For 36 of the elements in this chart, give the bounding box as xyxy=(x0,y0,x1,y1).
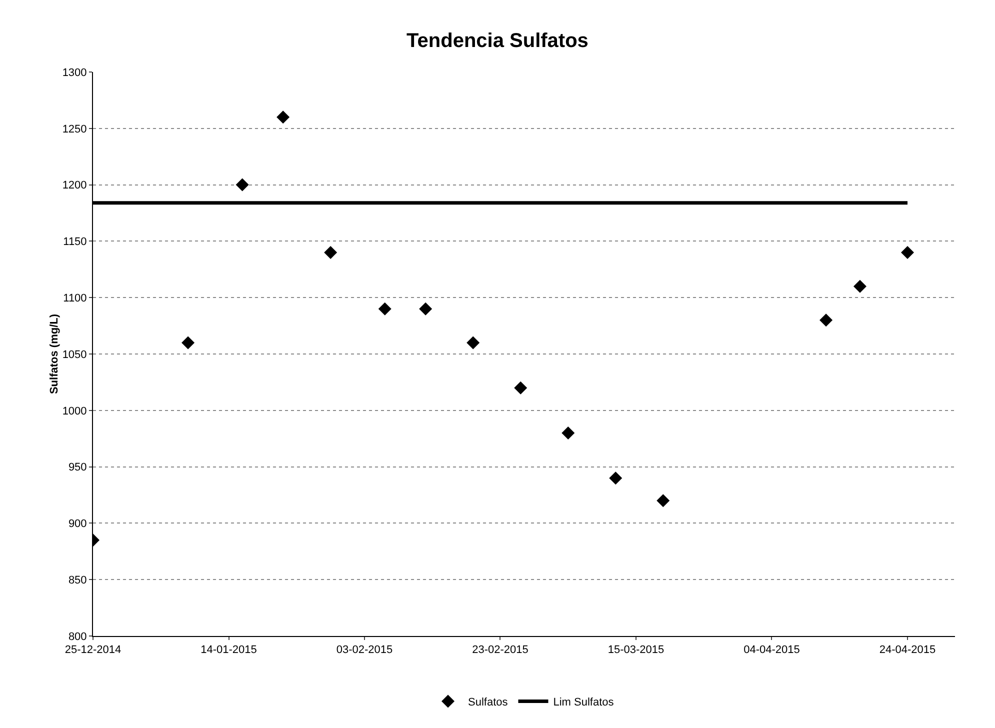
x-tick-label: 14-01-2015 xyxy=(200,644,257,656)
x-tick-label: 15-03-2015 xyxy=(608,644,664,656)
point xyxy=(378,302,392,316)
point xyxy=(182,336,195,350)
point xyxy=(609,472,622,485)
legend-label: Lim Sulfatos xyxy=(553,696,614,709)
x-tick-label: 23-02-2015 xyxy=(472,644,528,656)
point xyxy=(324,246,338,259)
point xyxy=(419,302,432,316)
y-tick-label: 1250 xyxy=(62,123,87,136)
y-tick-label: 850 xyxy=(68,574,87,586)
y-tick-label: 1050 xyxy=(62,348,87,361)
x-tick-label: 24-04-2015 xyxy=(879,644,936,656)
y-tick-label: 1150 xyxy=(63,236,87,248)
point xyxy=(236,178,249,192)
x-tick-label: 03-02-2015 xyxy=(336,644,393,656)
y-tick-label: 1200 xyxy=(62,180,87,192)
x-tick-label: 04-04-2015 xyxy=(744,644,800,656)
point xyxy=(656,494,670,508)
y-tick-label: 1300 xyxy=(62,66,87,79)
chart-title: Tendencia Sulfatos xyxy=(406,30,588,52)
point xyxy=(276,110,290,124)
y-tick-label: 950 xyxy=(68,462,87,474)
y-tick-label: 900 xyxy=(68,518,87,530)
x-tick-label: 25-12-2014 xyxy=(64,644,122,656)
point xyxy=(562,426,575,440)
point xyxy=(514,381,528,394)
point xyxy=(900,246,914,259)
legend-label: Sulfatos xyxy=(468,696,508,709)
y-tick-label: 800 xyxy=(68,630,87,643)
y-axis-title: Sulfatos (mg/L) xyxy=(48,314,60,394)
point xyxy=(853,280,866,293)
y-tick-label: 1000 xyxy=(62,405,87,418)
point xyxy=(466,336,480,350)
point xyxy=(820,314,833,327)
y-tick-label: 1100 xyxy=(63,292,87,304)
